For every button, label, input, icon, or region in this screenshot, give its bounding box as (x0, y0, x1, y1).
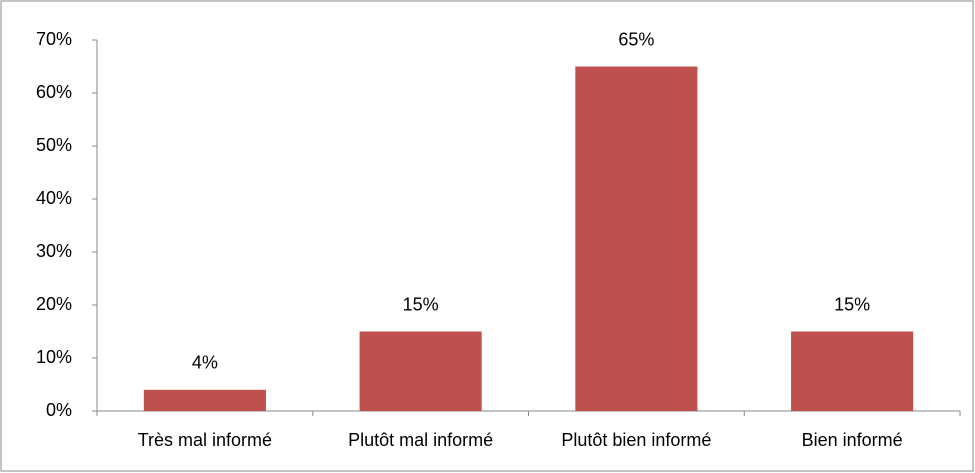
bar (359, 331, 482, 411)
bar (575, 66, 698, 411)
y-tick-label: 30% (36, 241, 72, 261)
bar (791, 331, 914, 411)
data-label: 4% (192, 353, 218, 373)
x-tick-label: Très mal informé (138, 430, 272, 450)
y-tick-label: 40% (36, 188, 72, 208)
data-label: 65% (618, 29, 654, 49)
x-tick-label: Plutôt mal informé (348, 430, 493, 450)
y-tick-label: 20% (36, 294, 72, 314)
y-tick-label: 70% (36, 29, 72, 49)
x-tick-label: Plutôt bien informé (561, 430, 711, 450)
y-tick-label: 60% (36, 82, 72, 102)
data-label: 15% (834, 294, 870, 314)
bar (143, 389, 266, 411)
x-tick-label: Bien informé (802, 430, 903, 450)
y-tick-label: 10% (36, 347, 72, 367)
data-label: 15% (403, 294, 439, 314)
y-tick-label: 50% (36, 135, 72, 155)
y-tick-label: 0% (46, 400, 72, 420)
